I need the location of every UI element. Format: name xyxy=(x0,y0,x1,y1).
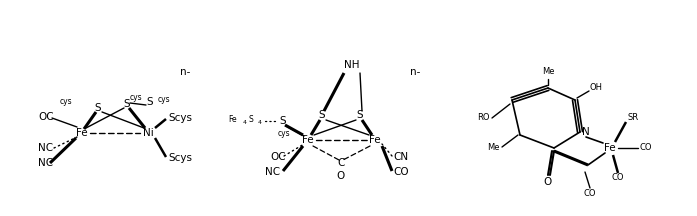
Text: CO: CO xyxy=(612,173,625,183)
Text: NC: NC xyxy=(265,167,280,177)
Text: RO: RO xyxy=(477,113,490,122)
Text: SR: SR xyxy=(628,113,639,122)
Text: Me: Me xyxy=(542,67,554,76)
Text: Fe: Fe xyxy=(369,135,381,145)
Text: O: O xyxy=(337,171,345,181)
Text: S: S xyxy=(279,116,286,126)
Text: Scys: Scys xyxy=(168,113,192,123)
Text: n-: n- xyxy=(180,67,190,77)
Text: S: S xyxy=(319,110,325,120)
Text: S: S xyxy=(146,97,153,107)
Text: OH: OH xyxy=(590,84,603,92)
Text: CO: CO xyxy=(640,143,652,152)
Text: S: S xyxy=(95,103,101,113)
Text: NC: NC xyxy=(38,158,53,168)
Text: 4: 4 xyxy=(258,121,262,125)
Text: Fe: Fe xyxy=(228,116,236,124)
Text: Fe: Fe xyxy=(302,135,314,145)
Text: OC: OC xyxy=(38,112,54,122)
Text: Fe: Fe xyxy=(604,143,616,153)
Text: S: S xyxy=(357,110,363,120)
Text: Fe: Fe xyxy=(76,128,88,138)
Text: 4: 4 xyxy=(243,121,247,125)
Text: n-: n- xyxy=(410,67,420,77)
Text: S: S xyxy=(123,99,130,109)
Text: Scys: Scys xyxy=(168,153,192,163)
Text: cys: cys xyxy=(130,92,143,102)
Text: CO: CO xyxy=(393,167,408,177)
Text: cys: cys xyxy=(158,95,171,105)
Text: OC: OC xyxy=(270,152,286,162)
Text: C: C xyxy=(337,158,345,168)
Text: CO: CO xyxy=(584,189,596,197)
Text: cys: cys xyxy=(278,130,291,138)
Text: cys: cys xyxy=(59,97,72,105)
Text: O: O xyxy=(544,177,552,187)
Text: NH: NH xyxy=(344,60,360,70)
Text: S: S xyxy=(249,116,254,124)
Text: CN: CN xyxy=(393,152,408,162)
Text: NC: NC xyxy=(38,143,53,153)
Text: N: N xyxy=(582,127,590,137)
Text: Ni: Ni xyxy=(143,128,153,138)
Text: Me: Me xyxy=(487,143,500,152)
